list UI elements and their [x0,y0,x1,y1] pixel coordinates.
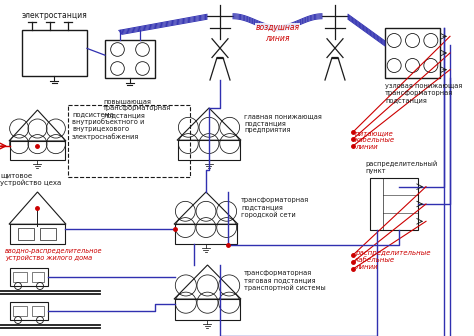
Bar [105,40,155,78]
Text: трансформаторная
тяговая подстанция
транспортной системы: трансформаторная тяговая подстанция тран… [244,270,326,291]
Bar [68,105,190,177]
Bar [385,28,440,78]
Text: подсистема
внутриобъектного и
внутрицехового
электроснабжения: подсистема внутриобъектного и внутрицехо… [72,111,145,140]
Bar [370,178,383,230]
Bar [32,272,44,282]
Bar [10,302,48,320]
Text: распределительные
кабельные
линии: распределительные кабельные линии [355,250,430,270]
Bar [18,228,34,240]
Text: трансформаторная
подстанция
городской сети: трансформаторная подстанция городской се… [241,197,309,218]
Bar [10,268,48,286]
Text: вводно-распределительное
устройство жилого дома: вводно-распределительное устройство жило… [5,248,103,261]
Bar [13,306,27,316]
Text: щитовое
устройство цеха: щитовое устройство цеха [0,172,61,185]
Bar [32,306,44,316]
Text: узловая понижающая
трансформаторная
подстанция: узловая понижающая трансформаторная подс… [385,83,462,103]
Text: главная понижающая
подстанция
предприятия: главная понижающая подстанция предприяти… [244,113,322,133]
Text: воздушная
линия: воздушная линия [255,23,300,43]
Text: питающие
кабельные
линии: питающие кабельные линии [355,130,395,150]
Bar [22,30,87,76]
Text: распределительный
пункт: распределительный пункт [365,161,437,174]
Bar [13,272,27,282]
Bar [40,228,55,240]
Bar [370,178,418,230]
Text: повышающая
трансформаторная
подстанция: повышающая трансформаторная подстанция [103,98,171,118]
Text: электростанция: электростанция [22,11,88,20]
